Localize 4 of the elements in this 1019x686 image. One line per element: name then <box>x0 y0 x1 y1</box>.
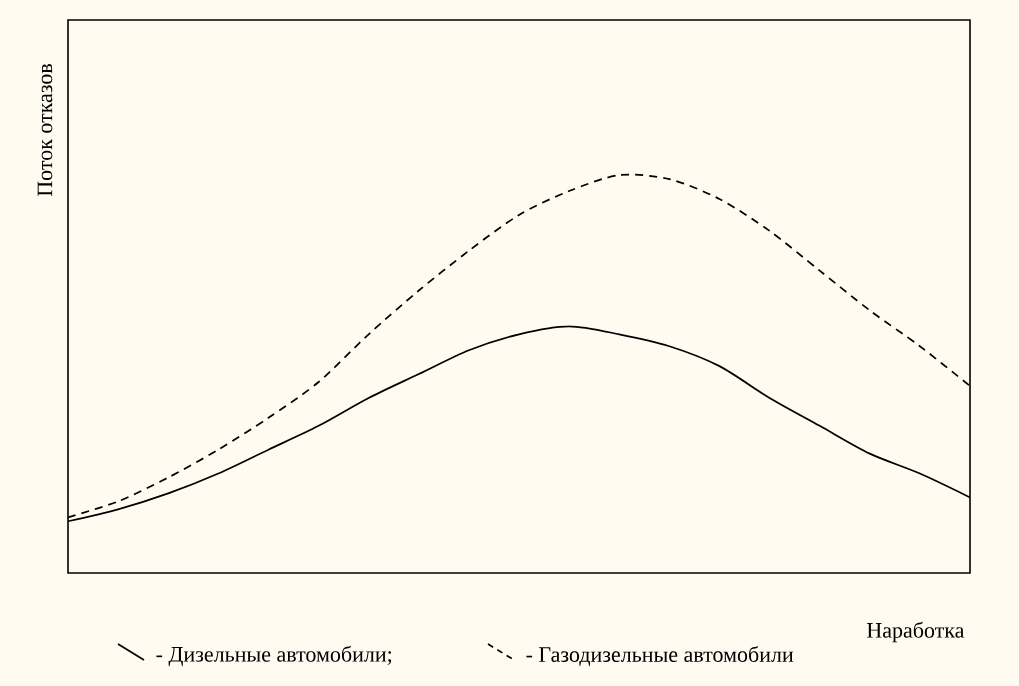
legend-label: - Газодизельные автомобили <box>526 646 794 666</box>
x-axis-title: Наработка <box>866 621 965 643</box>
legend-label: - Дизельные автомобили; <box>156 645 392 667</box>
y-axis-title: Поток отказов <box>37 63 53 197</box>
